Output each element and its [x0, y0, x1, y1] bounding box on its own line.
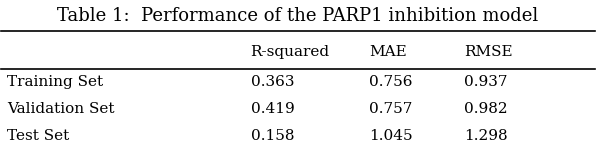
Text: 1.045: 1.045: [369, 129, 413, 143]
Text: 0.756: 0.756: [369, 75, 412, 89]
Text: 0.982: 0.982: [464, 102, 508, 116]
Text: MAE: MAE: [369, 45, 407, 59]
Text: RMSE: RMSE: [464, 45, 513, 59]
Text: 0.937: 0.937: [464, 75, 508, 89]
Text: 0.757: 0.757: [369, 102, 412, 116]
Text: 0.363: 0.363: [250, 75, 294, 89]
Text: 0.158: 0.158: [250, 129, 294, 143]
Text: Validation Set: Validation Set: [7, 102, 115, 116]
Text: 0.419: 0.419: [250, 102, 294, 116]
Text: Training Set: Training Set: [7, 75, 104, 89]
Text: Table 1:  Performance of the PARP1 inhibition model: Table 1: Performance of the PARP1 inhibi…: [57, 7, 539, 25]
Text: Test Set: Test Set: [7, 129, 70, 143]
Text: 1.298: 1.298: [464, 129, 508, 143]
Text: R-squared: R-squared: [250, 45, 330, 59]
